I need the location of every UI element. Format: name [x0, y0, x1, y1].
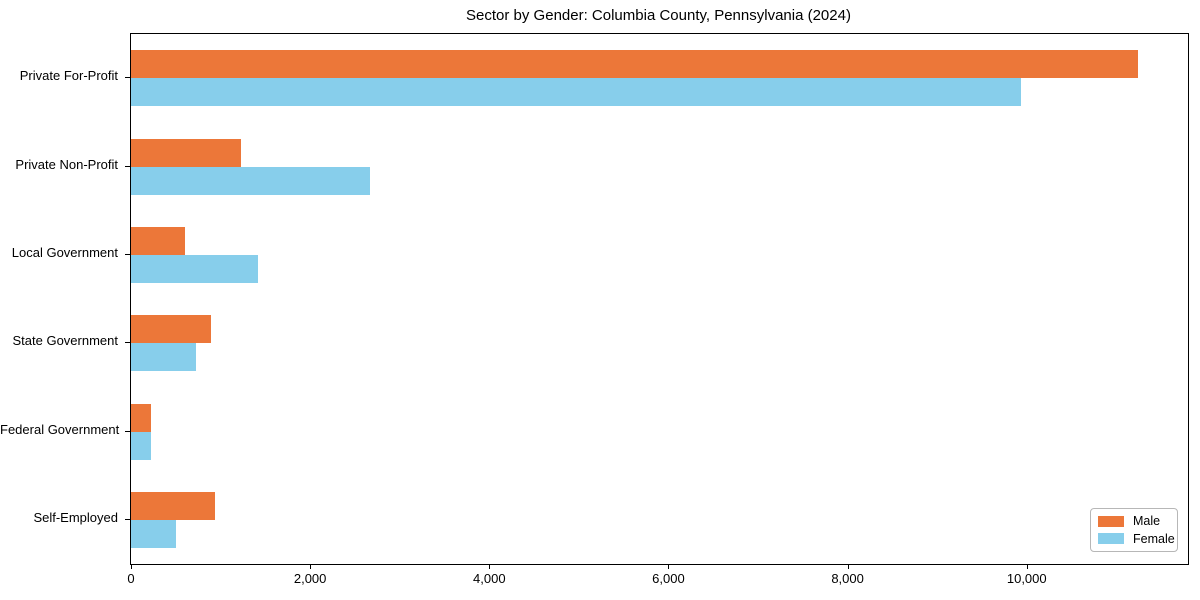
y-tick-mark — [125, 77, 130, 79]
x-axis-label-4-000: 4,000 — [473, 571, 506, 586]
y-tick-mark — [125, 430, 130, 432]
x-axis-label-8-000: 8,000 — [831, 571, 864, 586]
bar-female-self-employed — [131, 519, 177, 548]
x-axis-label-0: 0 — [127, 571, 135, 586]
bar-female-federal-government — [131, 431, 152, 460]
y-axis-label-private-non-profit: Private Non-Profit — [15, 156, 118, 172]
bar-male-local-government — [131, 226, 185, 255]
x-tick-mark — [847, 564, 849, 569]
x-tick-mark — [131, 564, 132, 569]
y-axis-label-private-for-profit: Private For-Profit — [19, 68, 118, 84]
x-axis-label-10-000: 10,000 — [1006, 571, 1047, 586]
bar-male-private-non-profit — [131, 138, 242, 167]
legend-label-female: Female — [1133, 531, 1175, 546]
y-tick-mark — [125, 518, 130, 520]
legend: Male Female — [1090, 508, 1178, 552]
x-tick-mark — [668, 564, 670, 569]
x-axis-label-6-000: 6,000 — [652, 571, 685, 586]
y-axis-label-local-government: Local Government — [11, 244, 118, 260]
bar-female-state-government — [131, 343, 196, 372]
legend-swatch-female — [1098, 533, 1124, 545]
bar-female-private-non-profit — [131, 166, 370, 195]
x-tick-mark — [1026, 564, 1028, 569]
bar-male-federal-government — [131, 403, 151, 432]
x-tick-mark — [310, 564, 312, 569]
plot-area — [130, 33, 1189, 565]
y-tick-mark — [125, 342, 130, 344]
bar-male-private-for-profit — [131, 50, 1138, 79]
x-axis-label-2-000: 2,000 — [293, 571, 327, 586]
chart-title: Sector by Gender: Columbia County, Penns… — [466, 7, 851, 24]
bar-female-private-for-profit — [131, 78, 1021, 107]
legend-item-male: Male — [1098, 514, 1170, 528]
bar-male-state-government — [131, 315, 211, 344]
legend-swatch-male — [1098, 515, 1124, 527]
legend-item-female: Female — [1098, 532, 1175, 546]
x-tick-mark — [489, 564, 491, 569]
y-tick-mark — [125, 253, 130, 255]
y-axis-label-self-employed: Self-Employed — [33, 509, 118, 525]
y-axis-label-state-government: State Government — [12, 333, 119, 349]
legend-label-male: Male — [1133, 514, 1161, 529]
bar-female-local-government — [131, 254, 259, 283]
y-axis-label-federal-government: Federal Government — [0, 421, 120, 437]
bar-male-self-employed — [131, 491, 216, 520]
y-tick-mark — [125, 165, 130, 167]
